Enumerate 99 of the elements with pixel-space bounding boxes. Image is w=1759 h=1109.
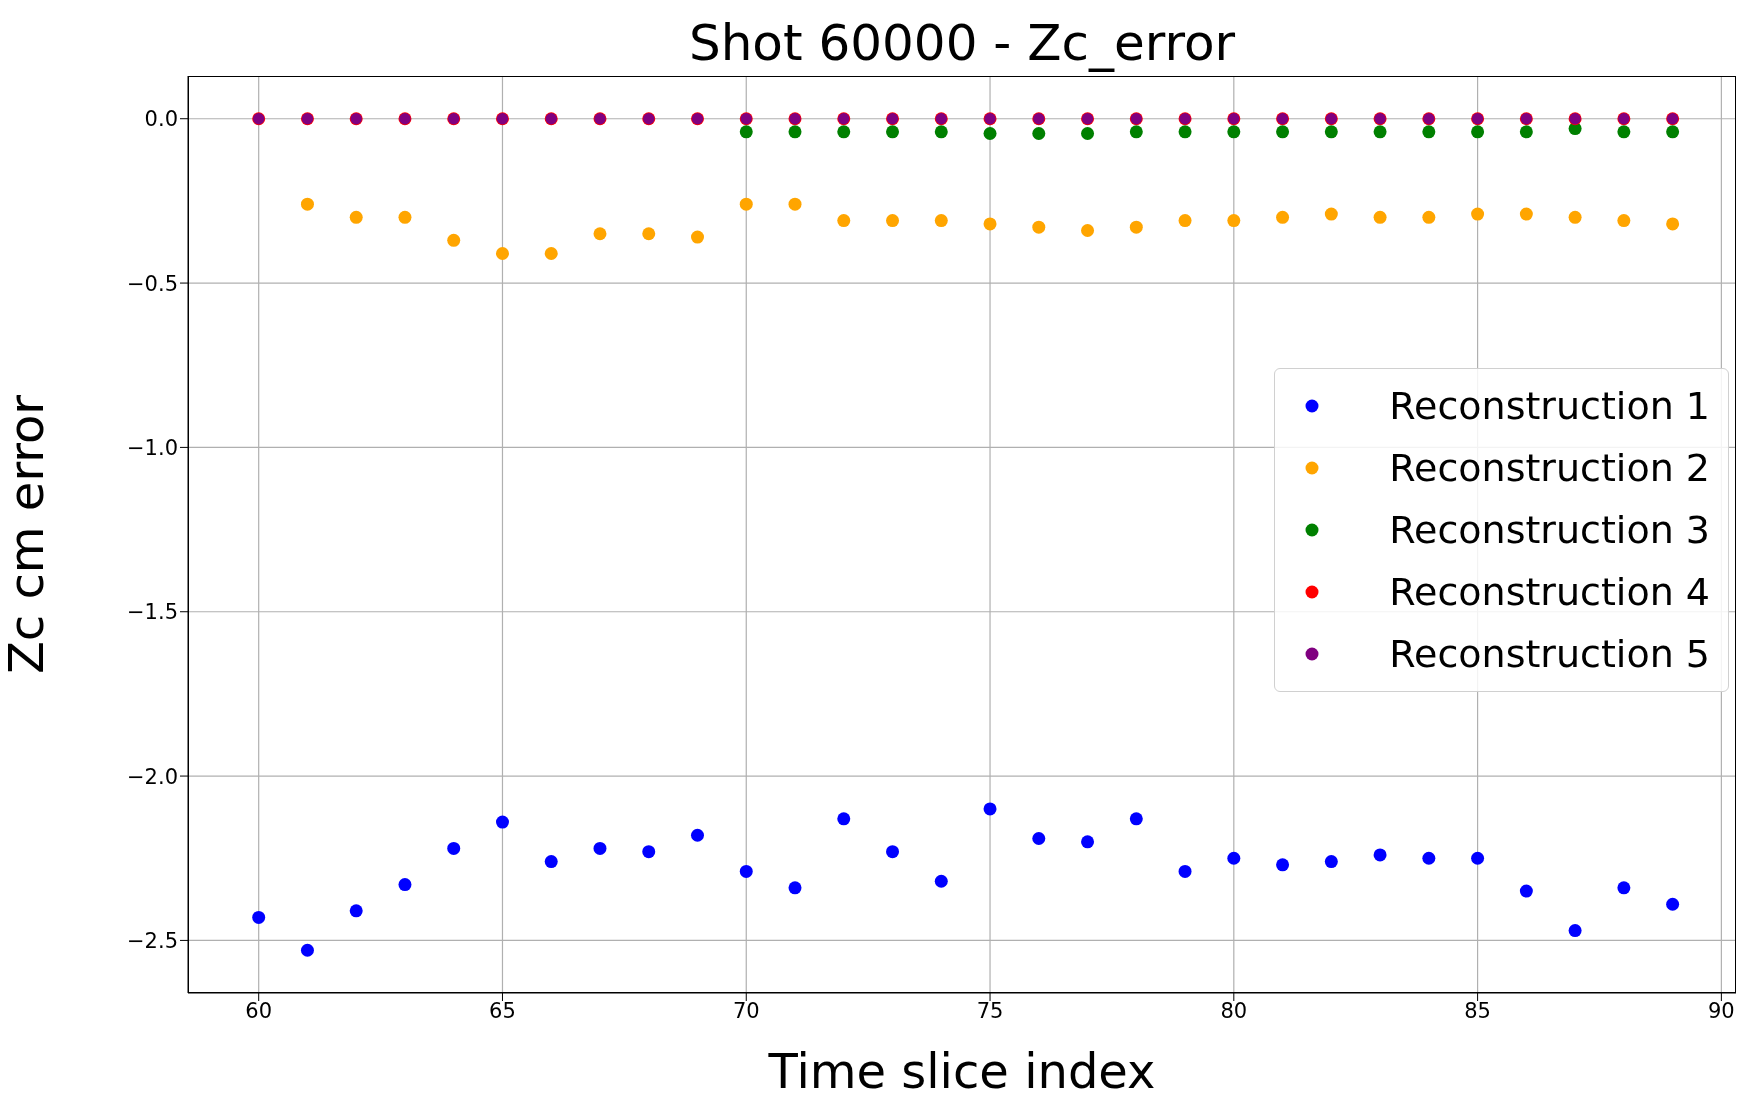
legend-label: Reconstruction 4 [1389, 569, 1710, 616]
point [1471, 851, 1485, 865]
point [1617, 214, 1631, 228]
point [934, 214, 948, 228]
point [642, 845, 656, 859]
point [1373, 125, 1387, 139]
legend-label: Reconstruction 5 [1389, 631, 1710, 678]
x-axis-title: Time slice index [767, 1043, 1156, 1099]
point [300, 943, 314, 957]
point [1178, 214, 1192, 228]
point [593, 841, 607, 855]
point [1324, 855, 1338, 869]
point [544, 246, 558, 260]
point [837, 214, 851, 228]
point [1276, 858, 1290, 872]
point [1178, 125, 1192, 139]
point [1324, 125, 1338, 139]
point [739, 125, 753, 139]
point [1032, 127, 1046, 141]
point [1666, 217, 1680, 231]
point [252, 910, 266, 924]
x-tick-label: 70 [732, 998, 760, 1023]
point [1032, 832, 1046, 846]
point [1373, 848, 1387, 862]
point [593, 227, 607, 241]
point [886, 125, 900, 139]
point [1422, 125, 1436, 139]
x-tick-label: 75 [976, 998, 1004, 1023]
point [1666, 897, 1680, 911]
point [1373, 210, 1387, 224]
legend-label: Reconstruction 3 [1389, 507, 1710, 554]
point [983, 802, 997, 816]
point [934, 874, 948, 888]
point [544, 855, 558, 869]
y-axis-title: Zc cm error [0, 394, 55, 675]
point [788, 197, 802, 211]
point [398, 210, 412, 224]
point [739, 864, 753, 878]
point [837, 125, 851, 139]
point [934, 125, 948, 139]
point [1617, 125, 1631, 139]
y-tick-label: −2.0 [127, 764, 178, 789]
x-tick-label: 80 [1220, 998, 1248, 1023]
x-tick-label: 90 [1708, 998, 1735, 1023]
point [1324, 207, 1338, 221]
point [1422, 210, 1436, 224]
chart-title: Shot 60000 - Zc_error [687, 14, 1237, 72]
x-tick-label: 85 [1464, 998, 1491, 1023]
point [447, 233, 461, 247]
point [495, 815, 509, 829]
point [739, 197, 753, 211]
point [1227, 214, 1241, 228]
point [1081, 835, 1095, 849]
x-tick-label: 65 [489, 998, 516, 1023]
point [398, 878, 412, 892]
point [349, 904, 363, 918]
point [886, 214, 900, 228]
point [837, 812, 851, 826]
point [788, 125, 802, 139]
point [983, 127, 997, 141]
point [691, 230, 704, 244]
y-tick-label: −2.5 [127, 928, 178, 953]
point [1129, 220, 1143, 234]
point [1617, 881, 1631, 895]
point [1276, 125, 1290, 139]
y-tick-label: −0.5 [127, 271, 178, 296]
point [447, 841, 461, 855]
y-tick-label: −1.0 [127, 435, 178, 460]
point [983, 217, 997, 231]
point [1519, 207, 1533, 221]
point [1422, 851, 1436, 865]
point [691, 828, 704, 842]
point [1276, 210, 1290, 224]
legend-label: Reconstruction 2 [1389, 445, 1710, 492]
y-tick-label: 0.0 [144, 107, 178, 132]
x-tick-label: 60 [245, 998, 273, 1023]
point [1666, 125, 1680, 139]
point [1129, 125, 1143, 139]
legend-label: Reconstruction 1 [1389, 383, 1710, 430]
point [1471, 125, 1485, 139]
point [495, 246, 509, 260]
point [642, 227, 656, 241]
point [1568, 210, 1582, 224]
point [1519, 884, 1533, 898]
point [1129, 812, 1143, 826]
point [1227, 125, 1241, 139]
point [1081, 127, 1095, 141]
point [1568, 924, 1582, 938]
point [1178, 864, 1192, 878]
y-tick-label: −1.5 [127, 600, 178, 625]
point [300, 197, 314, 211]
point [886, 845, 900, 859]
point [1471, 207, 1485, 221]
point [1519, 125, 1533, 139]
point [1032, 220, 1046, 234]
point [1227, 851, 1241, 865]
point [349, 210, 363, 224]
point [788, 881, 802, 895]
point [1081, 223, 1095, 237]
